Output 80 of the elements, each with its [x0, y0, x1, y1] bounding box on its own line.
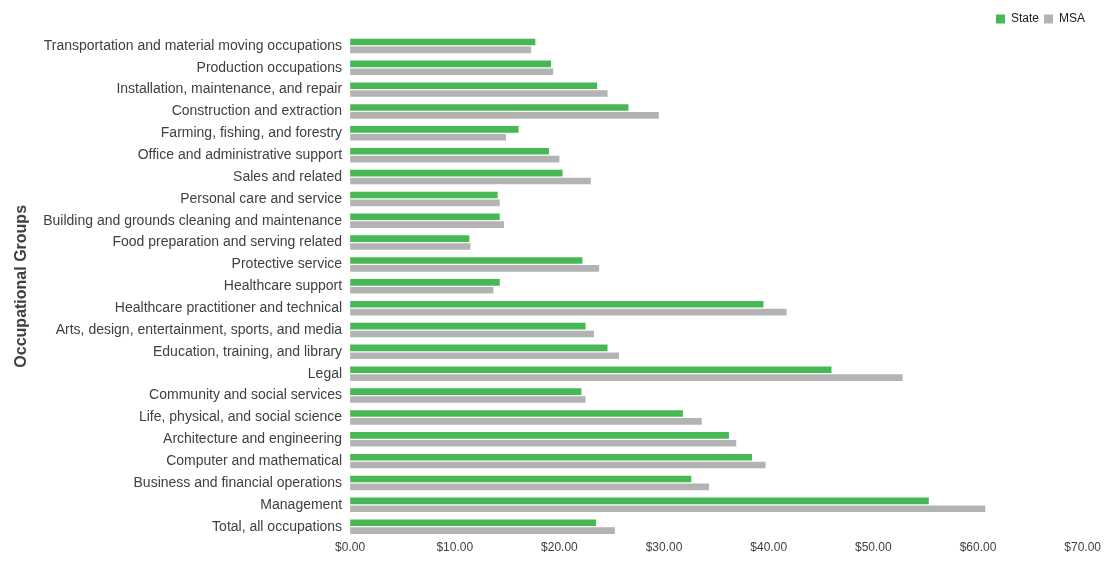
x-tick-label: $30.00	[645, 540, 683, 555]
bar	[350, 265, 600, 272]
bar	[350, 432, 729, 439]
y-tick-label: Healthcare practitioner and technical	[114, 299, 343, 316]
y-tick-label: Computer and mathematical	[166, 451, 343, 468]
bar	[350, 90, 608, 97]
y-tick-label: Community and social services	[149, 386, 343, 403]
bar	[350, 126, 519, 133]
bar	[350, 439, 737, 447]
y-tick-label: Life, physical, and social science	[138, 408, 343, 425]
y-tick-label: Education, training, and library	[152, 342, 343, 359]
bar	[350, 410, 683, 417]
x-tick-label: $0.00	[335, 540, 366, 555]
bar	[350, 374, 903, 381]
y-tick-label: Legal	[307, 364, 343, 381]
bar	[350, 388, 582, 395]
bar	[350, 366, 832, 374]
y-tick-label: Total, all occupations	[212, 517, 343, 534]
bar	[350, 82, 598, 89]
x-tick-label: $20.00	[541, 540, 579, 555]
x-tick-label: $10.00	[436, 540, 474, 555]
y-tick-label: Healthcare support	[223, 277, 343, 294]
bar	[350, 322, 586, 330]
y-tick-label: Transportation and material moving occupations	[43, 36, 343, 53]
bar	[350, 453, 752, 461]
bar	[350, 352, 620, 360]
y-axis-title: Occupational Groups	[12, 204, 30, 368]
bar	[350, 497, 929, 505]
x-tick-label: $60.00	[959, 540, 997, 555]
bar	[350, 133, 507, 141]
bar	[350, 221, 504, 228]
legend-label: State	[1010, 11, 1040, 26]
bar	[350, 475, 692, 483]
y-tick-label: Sales and related	[233, 167, 343, 184]
y-tick-label: Installation, maintenance, and repair	[116, 80, 343, 97]
x-tick-label: $70.00	[1064, 540, 1102, 555]
y-tick-label: Personal care and service	[180, 189, 343, 206]
bar	[350, 199, 500, 207]
bar	[350, 519, 597, 527]
bar	[350, 461, 766, 469]
bar	[350, 330, 594, 338]
bar	[350, 235, 470, 242]
bar	[350, 155, 560, 163]
bar	[350, 68, 554, 76]
legend-label: MSA	[1059, 11, 1086, 26]
y-tick-label: Business and financial operations	[133, 473, 343, 490]
y-tick-label: Production occupations	[196, 58, 343, 75]
bar	[350, 344, 608, 352]
bar	[350, 213, 500, 221]
bar	[350, 46, 532, 54]
bar	[350, 257, 583, 264]
x-tick-label: $40.00	[750, 540, 788, 555]
bar	[350, 60, 552, 68]
bar	[350, 279, 500, 286]
y-tick-label: Building and grounds cleaning and maintenance	[43, 211, 343, 228]
bar	[350, 300, 764, 308]
bar	[350, 191, 498, 199]
bar	[350, 286, 494, 294]
y-tick-label: Food preparation and serving related	[112, 233, 343, 250]
bar	[350, 38, 536, 46]
bar	[350, 527, 615, 534]
bar	[350, 177, 591, 185]
bar	[350, 505, 986, 513]
bar	[350, 418, 702, 425]
bar	[350, 147, 549, 155]
y-tick-label: Farming, fishing, and forestry	[160, 124, 343, 141]
y-tick-label: Architecture and engineering	[163, 430, 343, 447]
bar	[350, 483, 710, 491]
bar	[350, 396, 586, 403]
y-tick-label: Arts, design, entertainment, sports, and media	[55, 320, 343, 337]
bar	[350, 243, 471, 250]
bar	[350, 104, 629, 111]
y-tick-label: Management	[260, 495, 343, 512]
y-tick-label: Protective service	[231, 255, 343, 272]
bar	[350, 308, 787, 316]
bar	[350, 112, 659, 119]
y-tick-label: Office and administrative support	[137, 146, 343, 163]
x-tick-label: $50.00	[854, 540, 893, 555]
bar	[350, 169, 563, 177]
y-tick-label: Construction and extraction	[171, 102, 343, 119]
